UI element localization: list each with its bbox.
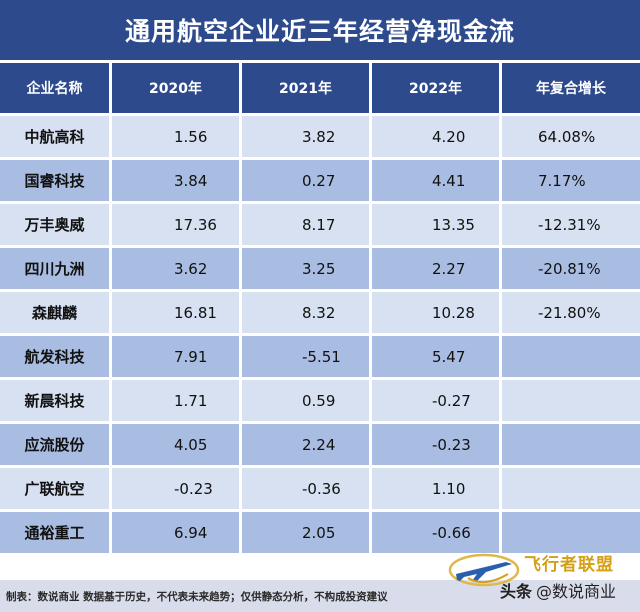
watermark-handle: @数说商业 (536, 582, 617, 601)
table-row: 新晨科技 1.71 0.59 -0.27 (0, 380, 640, 424)
table-row: 中航高科 1.56 3.82 4.20 64.08% (0, 116, 640, 160)
value-2020-cell: 17.36 (112, 204, 242, 245)
value-2022-cell: 4.41 (372, 160, 502, 201)
cagr-cell (502, 424, 640, 465)
value-2022-cell: -0.27 (372, 380, 502, 421)
value-2021-cell: 2.24 (242, 424, 372, 465)
watermark-brand: 飞行者联盟 (524, 555, 614, 575)
value-2020-cell: 1.56 (112, 116, 242, 157)
value-2021-cell: -5.51 (242, 336, 372, 377)
value-2020-cell: 6.94 (112, 512, 242, 553)
company-name-cell: 新晨科技 (0, 380, 112, 421)
company-name-cell: 四川九洲 (0, 248, 112, 289)
value-2021-cell: 3.25 (242, 248, 372, 289)
watermark-source: 头条 (500, 582, 533, 601)
table-row: 万丰奥威 17.36 8.17 13.35 -12.31% (0, 204, 640, 248)
value-2022-cell: -0.66 (372, 512, 502, 553)
value-2021-cell: 3.82 (242, 116, 372, 157)
cagr-cell (502, 468, 640, 509)
value-2022-cell: -0.23 (372, 424, 502, 465)
table-row: 广联航空 -0.23 -0.36 1.10 (0, 468, 640, 512)
company-name-cell: 森麒麟 (0, 292, 112, 333)
value-2022-cell: 4.20 (372, 116, 502, 157)
cagr-cell (502, 512, 640, 553)
table-row: 航发科技 7.91 -5.51 5.47 (0, 336, 640, 380)
table-row: 四川九洲 3.62 3.25 2.27 -20.81% (0, 248, 640, 292)
header-2020: 2020年 (112, 63, 242, 113)
company-name-cell: 应流股份 (0, 424, 112, 465)
cagr-cell: 64.08% (538, 127, 596, 146)
cagr-cell: -21.80% (538, 303, 601, 322)
table-row: 国睿科技 3.84 0.27 4.41 7.17% (0, 160, 640, 204)
table-header-row: 企业名称 2020年 2021年 2022年 年复合增长 (0, 63, 640, 116)
value-2020-cell: 4.05 (112, 424, 242, 465)
value-2020-cell: 1.71 (112, 380, 242, 421)
watermark: 飞行者联盟 头条 @数说商业 (446, 548, 636, 608)
cagr-cell: 7.17% (538, 171, 586, 190)
value-2020-cell: -0.23 (112, 468, 242, 509)
value-2021-cell: 0.27 (242, 160, 372, 201)
value-2020-cell: 3.84 (112, 160, 242, 201)
header-2021: 2021年 (242, 63, 372, 113)
value-2022-cell: 5.47 (372, 336, 502, 377)
cagr-cell (502, 380, 640, 421)
header-2022: 2022年 (372, 63, 502, 113)
company-name-cell: 广联航空 (0, 468, 112, 509)
value-2021-cell: 2.05 (242, 512, 372, 553)
value-2022-cell: 1.10 (372, 468, 502, 509)
value-2020-cell: 7.91 (112, 336, 242, 377)
company-name-cell: 国睿科技 (0, 160, 112, 201)
value-2020-cell: 16.81 (112, 292, 242, 333)
table-row: 通裕重工 6.94 2.05 -0.66 (0, 512, 640, 556)
value-2021-cell: 0.59 (242, 380, 372, 421)
value-2022-cell: 13.35 (372, 204, 502, 245)
value-2022-cell: 10.28 (372, 292, 502, 333)
page-title: 通用航空企业近三年经营净现金流 (0, 0, 640, 60)
header-company-name: 企业名称 (0, 63, 112, 113)
value-2020-cell: 3.62 (112, 248, 242, 289)
company-name-cell: 航发科技 (0, 336, 112, 377)
company-name-cell: 中航高科 (0, 116, 112, 157)
company-name-cell: 通裕重工 (0, 512, 112, 553)
value-2021-cell: 8.32 (242, 292, 372, 333)
header-cagr: 年复合增长 (536, 81, 606, 97)
value-2022-cell: 2.27 (372, 248, 502, 289)
cagr-cell: -20.81% (538, 259, 601, 278)
table-row: 应流股份 4.05 2.24 -0.23 (0, 424, 640, 468)
table-row: 森麒麟 16.81 8.32 10.28 -21.80% (0, 292, 640, 336)
footer-note: 制表：数说商业 数据基于历史，不代表未来趋势；仅供静态分析，不构成投资建议 (0, 580, 640, 612)
value-2021-cell: 8.17 (242, 204, 372, 245)
company-name-cell: 万丰奥威 (0, 204, 112, 245)
cagr-cell (502, 336, 640, 377)
airplane-logo-icon (448, 553, 520, 587)
cash-flow-table: 企业名称 2020年 2021年 2022年 年复合增长 中航高科 1.56 3.8… (0, 60, 640, 556)
watermark-handle-line: 头条 @数说商业 (500, 578, 616, 602)
value-2021-cell: -0.36 (242, 468, 372, 509)
cagr-cell: -12.31% (538, 215, 601, 234)
table-body: 中航高科 1.56 3.82 4.20 64.08% 国睿科技 3.84 0.27 4.41 7.… (0, 116, 640, 556)
